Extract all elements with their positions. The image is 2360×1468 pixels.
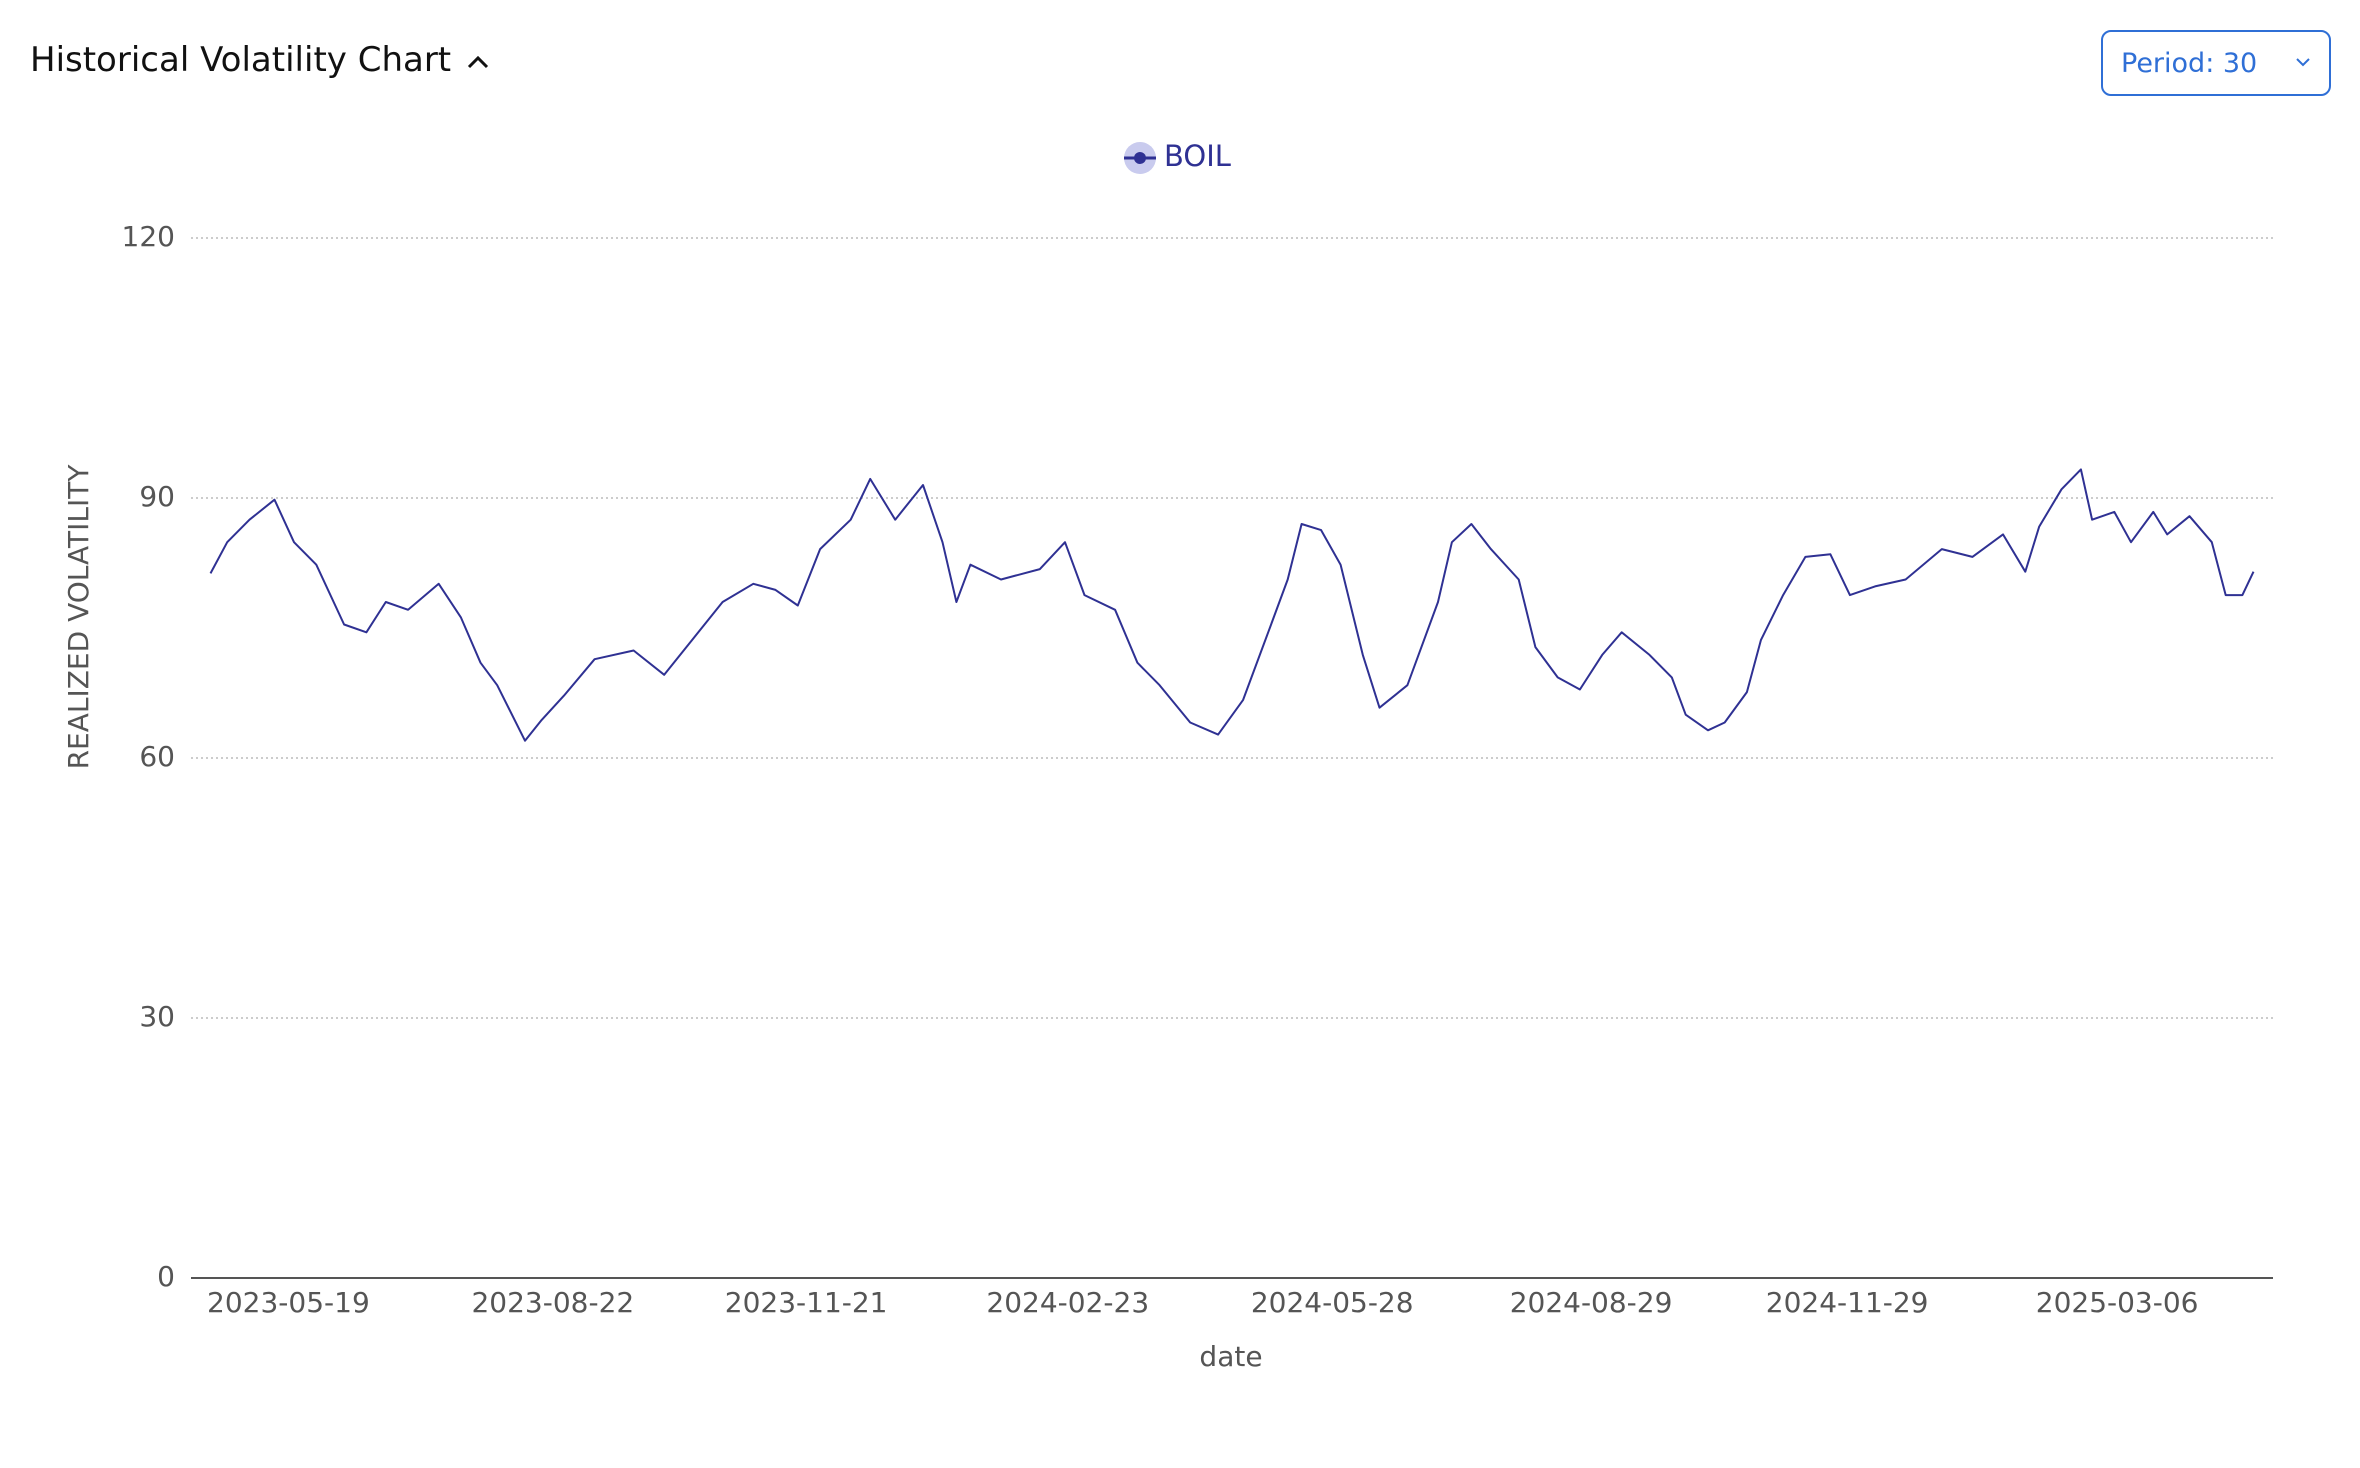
y-tick-label: 0 <box>157 1260 175 1293</box>
y-tick-label: 60 <box>139 740 175 773</box>
x-tick-label: 2024-11-29 <box>1766 1286 1929 1319</box>
x-tick-label: 2024-08-29 <box>1510 1286 1673 1319</box>
y-tick-label: 30 <box>139 1000 175 1033</box>
x-tick-label: 2025-03-06 <box>2036 1286 2199 1319</box>
x-tick-label: 2023-08-22 <box>471 1286 634 1319</box>
x-tick-label: 2023-11-21 <box>725 1286 888 1319</box>
panel-title: Historical Volatility Chart <box>30 40 452 80</box>
y-axis-label: REALIZED VOLATILITY <box>62 464 95 770</box>
x-tick-label: 2024-05-28 <box>1251 1286 1414 1319</box>
dropdown-chevron <box>2296 58 2310 67</box>
legend-label: BOIL <box>1164 139 1231 173</box>
legend-halo <box>1124 142 1156 174</box>
y-tick-label: 90 <box>139 480 175 513</box>
period-dropdown[interactable]: Period: 30 <box>2101 30 2331 96</box>
period-label: Period: 30 <box>2121 48 2258 79</box>
legend-dot <box>1134 152 1146 164</box>
collapse-caret[interactable] <box>466 54 490 70</box>
y-tick-label: 120 <box>122 220 175 253</box>
line-series <box>209 468 2255 742</box>
x-tick-label: 2024-02-23 <box>986 1286 1149 1319</box>
x-tick-label: 2023-05-19 <box>207 1286 370 1319</box>
x-axis-label: date <box>1199 1340 1262 1373</box>
